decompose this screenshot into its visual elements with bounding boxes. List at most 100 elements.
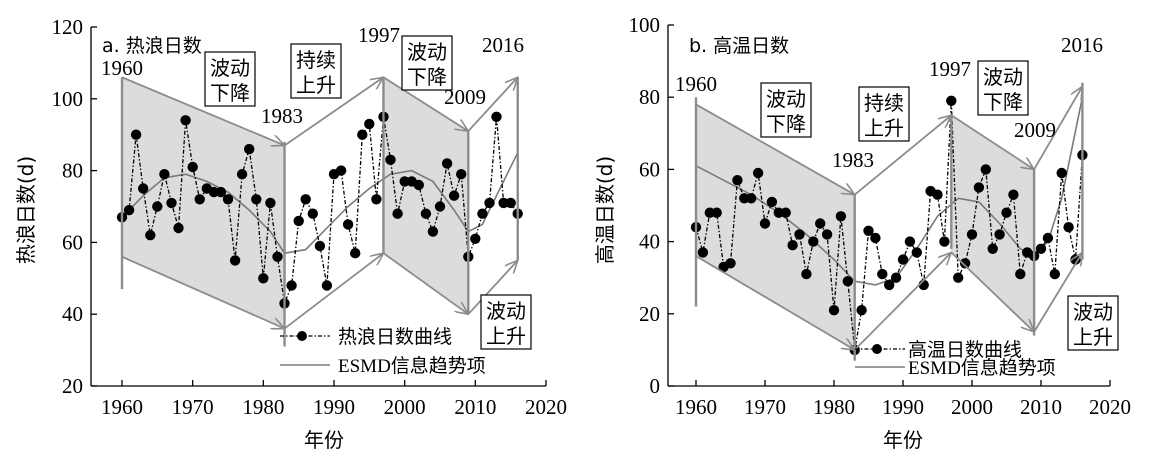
phase-label-line2: 下降	[983, 90, 1023, 114]
y-tick-label: 80	[639, 85, 660, 109]
x-axis-label: 年份	[883, 428, 923, 452]
data-point	[959, 258, 971, 269]
y-axis-label: 热浪日数(d)	[14, 156, 38, 264]
phase-lower-arrow	[382, 252, 468, 314]
data-point	[863, 225, 874, 236]
data-point	[236, 169, 248, 180]
data-point	[392, 208, 403, 219]
data-point	[357, 129, 368, 140]
year-label: 1960	[675, 72, 717, 96]
data-point	[746, 193, 757, 204]
data-point	[884, 279, 895, 291]
data-point	[752, 167, 764, 179]
y-tick-label: 40	[62, 302, 83, 326]
data-point	[335, 165, 347, 176]
phase-upper-arrow	[854, 115, 952, 196]
data-point	[1056, 167, 1067, 179]
data-point	[1035, 243, 1047, 254]
data-point	[152, 201, 163, 212]
phase-label-line2: 上升	[864, 116, 904, 140]
data-point	[215, 186, 227, 198]
phase-shade	[383, 77, 469, 315]
phase-label-line1: 持续	[864, 91, 904, 115]
phase-label-line1: 波动	[1073, 300, 1113, 324]
data-point	[1049, 268, 1061, 280]
legend-trend-label: ESMD信息趋势项	[338, 355, 486, 377]
phase-label-line2: 上升	[1073, 325, 1113, 349]
data-point	[973, 182, 985, 193]
phase-upper-arrow	[1033, 86, 1082, 170]
data-point	[994, 229, 1005, 240]
data-point	[1042, 232, 1054, 244]
phase-label-box	[977, 60, 1029, 116]
data-point	[821, 229, 833, 240]
legend-series-label: 高温日数曲线	[908, 339, 1022, 361]
data-point	[794, 229, 805, 240]
phase-upper-arrow	[284, 77, 384, 147]
x-tick-label: 1980	[813, 395, 855, 419]
year-label: 1983	[261, 104, 303, 128]
data-point	[314, 240, 326, 252]
x-tick-label: 2000	[384, 395, 426, 419]
legend-trend-label: ESMD信息趋势项	[908, 357, 1056, 379]
data-point	[138, 183, 149, 194]
x-tick-label: 2020	[1089, 395, 1131, 419]
data-point	[732, 175, 743, 186]
y-tick-label: 60	[639, 157, 660, 181]
data-point	[890, 272, 902, 283]
data-point	[286, 280, 297, 291]
data-point	[244, 143, 255, 155]
phase-label-box	[401, 35, 453, 91]
year-label: 1997	[358, 23, 400, 47]
y-tick-label: 40	[639, 230, 660, 254]
data-point	[484, 197, 495, 209]
data-point	[265, 197, 276, 209]
data-point	[420, 208, 432, 219]
x-tick-label: 1970	[172, 395, 214, 419]
phase-upper-arrow	[695, 103, 855, 194]
y-tick-label: 20	[639, 302, 660, 326]
phase-lower-arrow	[854, 252, 952, 351]
data-point	[987, 243, 998, 254]
data-point	[364, 118, 375, 130]
data-point	[1063, 222, 1074, 233]
chart-heatwave-days: 19601983199720092016波动下降持续上升波动下降波动上升2040…	[14, 15, 567, 452]
data-point	[470, 233, 481, 244]
y-tick-label: 60	[62, 230, 83, 254]
data-point	[251, 194, 262, 205]
chart-title: a. 热浪日数	[102, 35, 202, 57]
esmd-trend-line	[121, 152, 519, 255]
x-tick-label: 1990	[313, 395, 355, 419]
phase-lower-arrow	[467, 260, 517, 315]
phase-label-box	[1067, 295, 1119, 351]
data-point	[835, 211, 847, 222]
year-label: 1983	[832, 148, 874, 172]
phase-label-line1: 波动	[983, 65, 1023, 89]
year-label: 2009	[1014, 118, 1056, 142]
chart-high-temp-days: 19601983199720092016波动下降持续上升波动下降波动上升0204…	[593, 13, 1131, 452]
phase-label-line2: 上升	[296, 73, 336, 97]
phase-label-box	[480, 294, 532, 350]
chart-title: b. 高温日数	[689, 35, 789, 57]
data-point	[194, 194, 205, 205]
x-tick-label: 1960	[101, 395, 143, 419]
phase-lower-arrow	[121, 255, 285, 329]
legend-series-swatch-point	[872, 344, 882, 354]
data-point	[491, 111, 502, 123]
y-tick-label: 100	[52, 87, 84, 111]
x-tick-label: 1990	[882, 395, 924, 419]
data-point	[145, 230, 156, 241]
legend-series-swatch-point	[297, 331, 307, 341]
data-point	[456, 169, 467, 180]
data-point	[413, 179, 424, 191]
data-point	[371, 194, 382, 205]
phase-upper-arrow	[467, 77, 517, 132]
phase-label-line2: 下降	[766, 112, 806, 136]
data-point	[953, 272, 964, 283]
x-tick-label: 2010	[454, 395, 496, 419]
phase-lower-arrow	[695, 255, 855, 350]
data-point	[1015, 268, 1026, 280]
data-point	[293, 215, 304, 227]
year-label: 1960	[101, 56, 143, 80]
y-axis-label: 高温日数(d)	[593, 156, 617, 264]
